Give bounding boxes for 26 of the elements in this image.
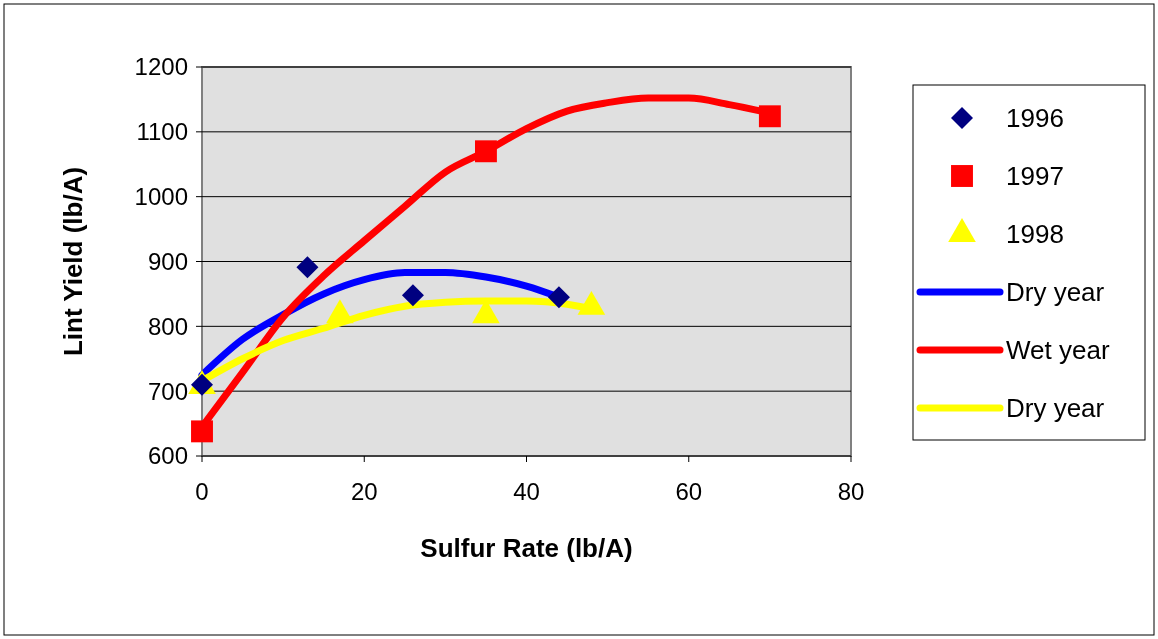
y-tick-label: 800	[147, 312, 188, 340]
x-tick-label: 40	[513, 478, 540, 505]
point	[401, 284, 424, 307]
legend-label: Dry year	[1006, 277, 1105, 308]
y-tick-label: 1000	[134, 183, 188, 211]
x-tick-label: 80	[837, 478, 865, 505]
legend-label: 1996	[1006, 103, 1064, 134]
legend-label: Dry year	[1006, 393, 1105, 424]
legend-label: 1997	[1006, 161, 1064, 192]
point	[547, 286, 570, 309]
y-tick-label: 600	[147, 442, 188, 470]
y-tick-label: 700	[147, 377, 188, 405]
y-tick-label: 1200	[134, 53, 188, 81]
point	[191, 420, 213, 443]
y-tick-label: 900	[147, 247, 188, 275]
y-tick-label: 1100	[136, 118, 188, 146]
point	[296, 256, 319, 279]
point	[758, 105, 781, 128]
y-axis-title: Lint Yield (lb/A)	[58, 166, 88, 357]
point	[474, 140, 497, 163]
legend-label: Wet year	[1006, 335, 1110, 366]
x-tick-label: 0	[195, 478, 209, 505]
x-tick-label: 60	[675, 478, 703, 505]
x-axis-title: Sulfur Rate (lb/A)	[420, 533, 633, 563]
x-tick-label: 20	[350, 478, 378, 505]
legend-label: 1998	[1006, 219, 1064, 250]
